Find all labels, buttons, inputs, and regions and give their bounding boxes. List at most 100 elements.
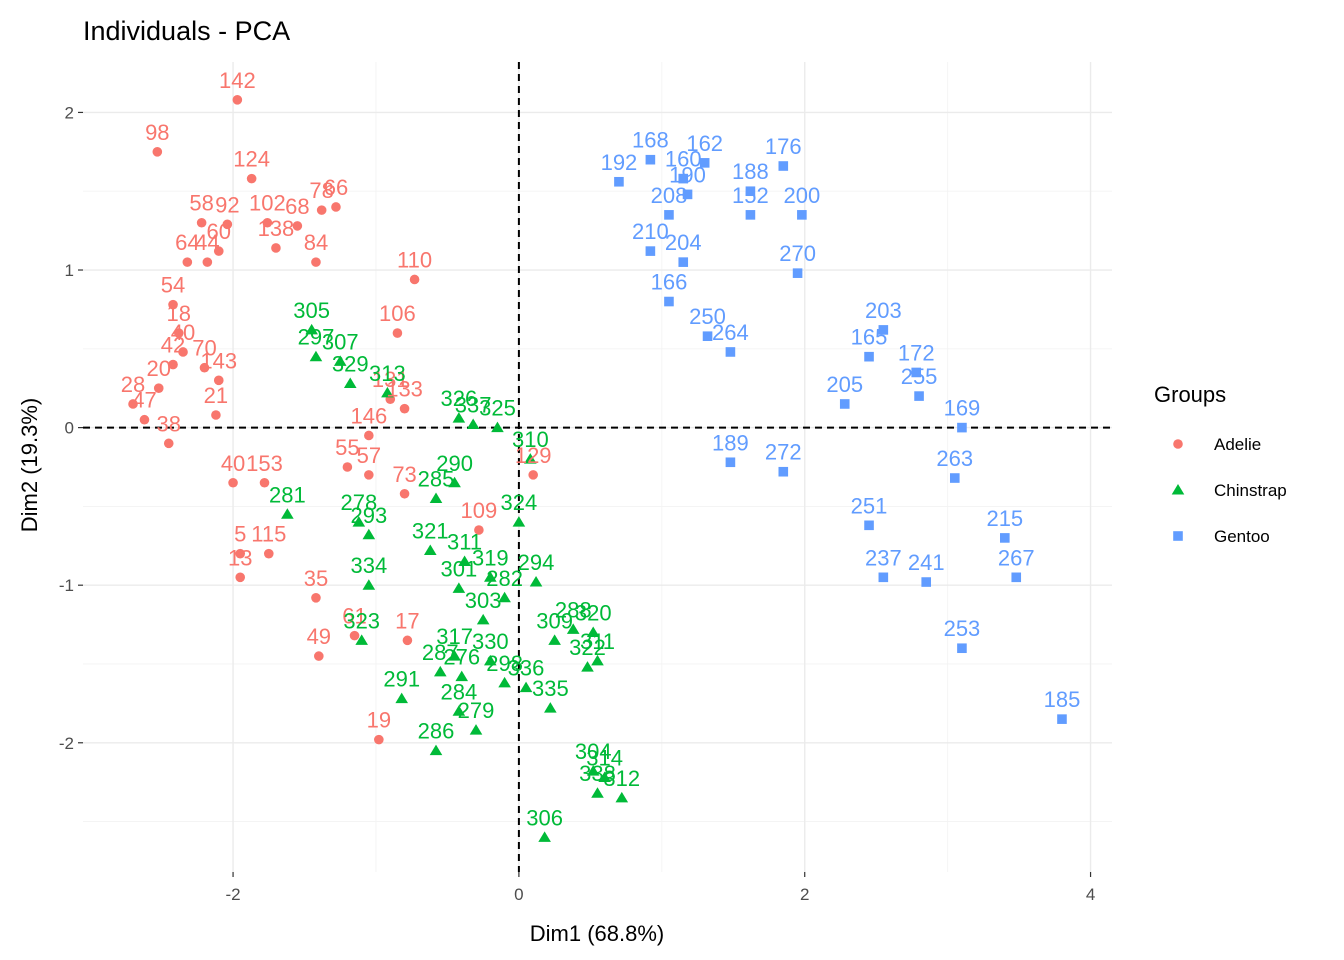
gentoo-point: [778, 466, 789, 477]
adelie-point: [409, 274, 420, 285]
gentoo-point-label: 272: [765, 440, 802, 465]
adelie-point-label: 146: [350, 403, 387, 428]
chinstrap-point-label: 306: [526, 805, 563, 830]
legend: Groups Adelie Chinstrap Gentoo: [1154, 382, 1287, 546]
gentoo-point-label: 172: [898, 340, 935, 365]
adelie-point-label: 40: [171, 320, 195, 345]
gentoo-point-label: 188: [732, 159, 769, 184]
adelie-point: [311, 257, 321, 267]
chinstrap-point-label: 335: [532, 676, 569, 701]
gentoo-point: [921, 577, 932, 587]
adelie-point-label: 64: [175, 230, 199, 255]
chinstrap-point: [586, 765, 600, 776]
adelie-point: [246, 173, 257, 184]
chinstrap-point: [355, 634, 368, 645]
chinstrap-point-label: 325: [479, 396, 516, 421]
gentoo-point-label: 190: [669, 162, 706, 187]
adelie-point: [474, 525, 484, 535]
adelie-point-label: 19: [367, 708, 391, 733]
adelie-point: [153, 383, 164, 394]
gentoo-point-label: 205: [826, 372, 863, 397]
adelie-point-label: 20: [147, 356, 171, 381]
adelie-point: [292, 221, 303, 231]
gentoo-point: [1000, 533, 1010, 543]
chinstrap-point-label: 304: [575, 739, 612, 764]
chinstrap-point: [566, 623, 580, 634]
plot-grid: [83, 62, 1112, 872]
chinstrap-point-label: 288: [555, 597, 592, 622]
adelie-point-label: 102: [249, 191, 286, 216]
chinstrap-point-label: 282: [486, 566, 523, 591]
adelie-point: [178, 347, 188, 357]
chinstrap-point-label: 329: [332, 351, 369, 376]
chinstrap-point-label: 303: [465, 588, 502, 613]
gentoo-point: [645, 154, 656, 165]
adelie-point: [228, 477, 238, 488]
adelie-point-label: 49: [307, 624, 331, 649]
chinstrap-point-label: 279: [458, 698, 495, 723]
chinstrap-point-label: 311: [580, 629, 615, 654]
chinstrap-point: [429, 492, 443, 504]
chinstrap-point: [615, 791, 629, 803]
gentoo-point: [878, 325, 889, 335]
chinstrap-point-label: 287: [422, 640, 459, 665]
adelie-point-label: 18: [167, 301, 191, 326]
x-tick-label: 2: [800, 885, 809, 904]
y-tick-label: -1: [59, 576, 74, 595]
chinstrap-point: [598, 771, 611, 782]
gentoo-point: [664, 210, 674, 220]
adelie-point-label: 98: [145, 120, 169, 145]
chinstrap-point: [458, 555, 471, 567]
gentoo-point-label: 267: [998, 545, 1035, 570]
gentoo-point: [745, 186, 756, 197]
chinstrap-point-label: 290: [436, 451, 473, 476]
adelie-point-label: 78: [309, 178, 333, 203]
reference-lines: [83, 62, 1112, 872]
adelie-point-label: 60: [207, 219, 231, 244]
legend-triangle-icon: [1171, 484, 1185, 495]
gentoo-point: [645, 246, 656, 256]
gentoo-point-label: 251: [851, 493, 888, 518]
gentoo-point: [957, 643, 967, 654]
adelie-point-label: 109: [461, 498, 498, 523]
chinstrap-point-label: 285: [418, 467, 455, 492]
gentoo-point: [839, 399, 850, 409]
legend-label: Chinstrap: [1214, 481, 1287, 500]
chinstrap-point: [538, 831, 551, 842]
adelie-point: [202, 257, 213, 267]
adelie-point: [173, 328, 184, 338]
chinstrap-point-label: 301: [441, 556, 478, 581]
chinstrap-point-label: 317: [436, 624, 473, 649]
gentoo-point-label: 189: [712, 430, 749, 455]
adelie-point-label: 21: [204, 383, 228, 408]
gentoo-point: [864, 351, 874, 362]
chinstrap-point-label: 326: [441, 386, 478, 411]
gentoo-point-label: 165: [851, 325, 888, 350]
chinstrap-point: [498, 676, 511, 688]
adelie-point: [139, 414, 150, 425]
adelie-point-label: 110: [397, 247, 432, 272]
adelie-point-label: 115: [251, 522, 286, 547]
legend-item-chinstrap: Chinstrap: [1171, 481, 1287, 500]
gentoo-point-label: 264: [712, 320, 749, 345]
gentoo-point-label: 253: [944, 616, 981, 641]
y-tick-label: 1: [65, 261, 74, 280]
chinstrap-point: [395, 692, 409, 704]
chinstrap-point: [281, 508, 294, 519]
adelie-point: [364, 430, 374, 441]
chinstrap-point: [466, 418, 480, 429]
adelie-point-label: 131: [372, 367, 409, 392]
chinstrap-point: [586, 626, 600, 637]
chinstrap-point-label: 309: [536, 608, 573, 633]
legend-circle-icon: [1173, 439, 1183, 449]
gentoo-point: [864, 520, 874, 531]
legend-title: Groups: [1154, 382, 1226, 407]
chinstrap-point: [544, 702, 557, 713]
adelie-point: [263, 548, 274, 559]
adelie-point-label: 5: [234, 522, 246, 547]
legend-label: Adelie: [1214, 435, 1261, 454]
chinstrap-point: [343, 377, 357, 388]
adelie-point-label: 153: [246, 451, 283, 476]
adelie-point: [316, 205, 327, 215]
gentoo-point-label: 208: [651, 183, 688, 208]
